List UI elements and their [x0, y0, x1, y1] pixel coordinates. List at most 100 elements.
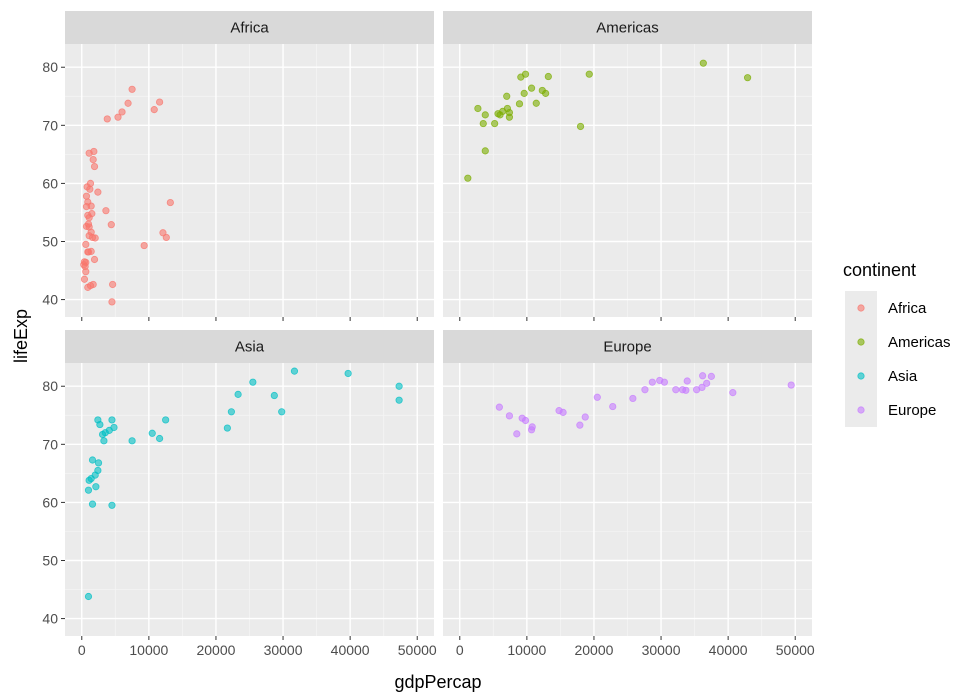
y-tick-label: 60 — [42, 175, 58, 191]
y-tick-label: 80 — [42, 378, 58, 394]
data-point — [234, 390, 242, 398]
data-point — [118, 108, 126, 116]
y-tick-label: 70 — [42, 117, 58, 133]
data-point — [166, 198, 174, 207]
data-point — [88, 500, 97, 508]
data-point — [80, 275, 89, 283]
data-point — [227, 408, 235, 416]
data-point — [581, 413, 589, 421]
data-point — [505, 412, 514, 420]
legend-key-point — [857, 338, 865, 346]
panel-americas: Americas — [443, 11, 812, 317]
data-point — [481, 111, 489, 119]
data-point — [585, 70, 593, 78]
y-tick-label: 40 — [42, 292, 58, 308]
legend-key-point — [857, 304, 865, 312]
data-point — [496, 111, 504, 119]
x-tick-label: 50000 — [776, 642, 815, 658]
data-point — [84, 592, 93, 601]
data-point — [609, 402, 617, 411]
data-point — [108, 416, 116, 424]
legend-entry-label: Europe — [888, 402, 936, 419]
data-point — [576, 421, 584, 429]
data-point — [88, 456, 97, 464]
data-point — [124, 99, 132, 107]
data-point — [140, 241, 148, 250]
data-point — [693, 386, 701, 394]
data-point — [82, 192, 91, 200]
data-point — [84, 283, 92, 291]
data-point — [90, 162, 99, 171]
data-point — [395, 382, 403, 390]
data-point — [128, 85, 136, 93]
data-point — [559, 408, 567, 416]
data-point — [395, 396, 403, 404]
y-tick-label: 50 — [42, 233, 58, 249]
x-tick-label: 40000 — [331, 642, 370, 658]
data-point — [491, 119, 499, 128]
data-point — [503, 92, 511, 100]
data-point — [223, 424, 231, 432]
axes: 40 50 60 70 80 40 50 60 70 80 0 10000 20000 30000 4000… — [42, 59, 814, 658]
legend-title: continent — [843, 260, 916, 280]
facet-strip — [443, 330, 812, 363]
data-point — [479, 119, 487, 128]
data-point — [707, 372, 715, 380]
y-tick-label: 50 — [42, 552, 58, 568]
data-point — [84, 248, 92, 256]
data-point — [495, 403, 503, 411]
data-point — [96, 420, 104, 429]
data-point — [270, 391, 278, 400]
data-point — [100, 437, 108, 445]
data-point — [86, 185, 94, 193]
y-tick-label: 70 — [42, 436, 58, 452]
data-point — [544, 72, 552, 81]
legend-entry-label: Africa — [888, 300, 927, 317]
facet-strip-label: Americas — [596, 20, 659, 37]
facet-strip-label: Europe — [603, 339, 651, 356]
data-point — [109, 280, 117, 289]
facet-strip-label: Africa — [230, 20, 269, 37]
data-point — [108, 298, 116, 306]
data-point — [515, 100, 524, 108]
data-point — [505, 113, 514, 121]
data-point — [249, 378, 257, 386]
data-point — [94, 459, 103, 467]
data-point — [593, 393, 601, 401]
x-tick-label: 10000 — [507, 642, 546, 658]
data-point — [474, 104, 482, 113]
data-point — [527, 84, 536, 92]
x-tick-label: 10000 — [129, 642, 168, 658]
data-point — [85, 214, 93, 222]
data-point — [89, 155, 97, 164]
data-point — [532, 99, 540, 107]
data-point — [98, 430, 107, 439]
data-point — [699, 59, 707, 67]
panel-europe: Europe — [443, 330, 812, 636]
data-point — [648, 378, 656, 386]
data-point — [150, 106, 158, 114]
data-point — [542, 89, 550, 97]
data-point — [743, 74, 752, 82]
data-point — [107, 221, 115, 229]
x-tick-label: 30000 — [642, 642, 681, 658]
facet-strip-label: Asia — [235, 339, 265, 356]
facet-strip — [65, 11, 434, 44]
legend-key-point — [857, 372, 865, 380]
data-point — [155, 98, 164, 106]
data-point — [92, 483, 100, 491]
x-tick-label: 40000 — [709, 642, 748, 658]
legend-key-point — [857, 406, 865, 414]
data-point — [521, 416, 530, 425]
panel-africa: Africa — [65, 11, 434, 317]
data-point — [128, 437, 136, 445]
data-point — [90, 255, 99, 264]
y-tick-label: 40 — [42, 611, 58, 627]
facet-panels: Africa Americas Asia Europe — [65, 11, 812, 636]
x-tick-label: 20000 — [196, 642, 235, 658]
data-point — [513, 430, 521, 438]
data-point — [683, 377, 691, 385]
data-point — [517, 73, 525, 81]
